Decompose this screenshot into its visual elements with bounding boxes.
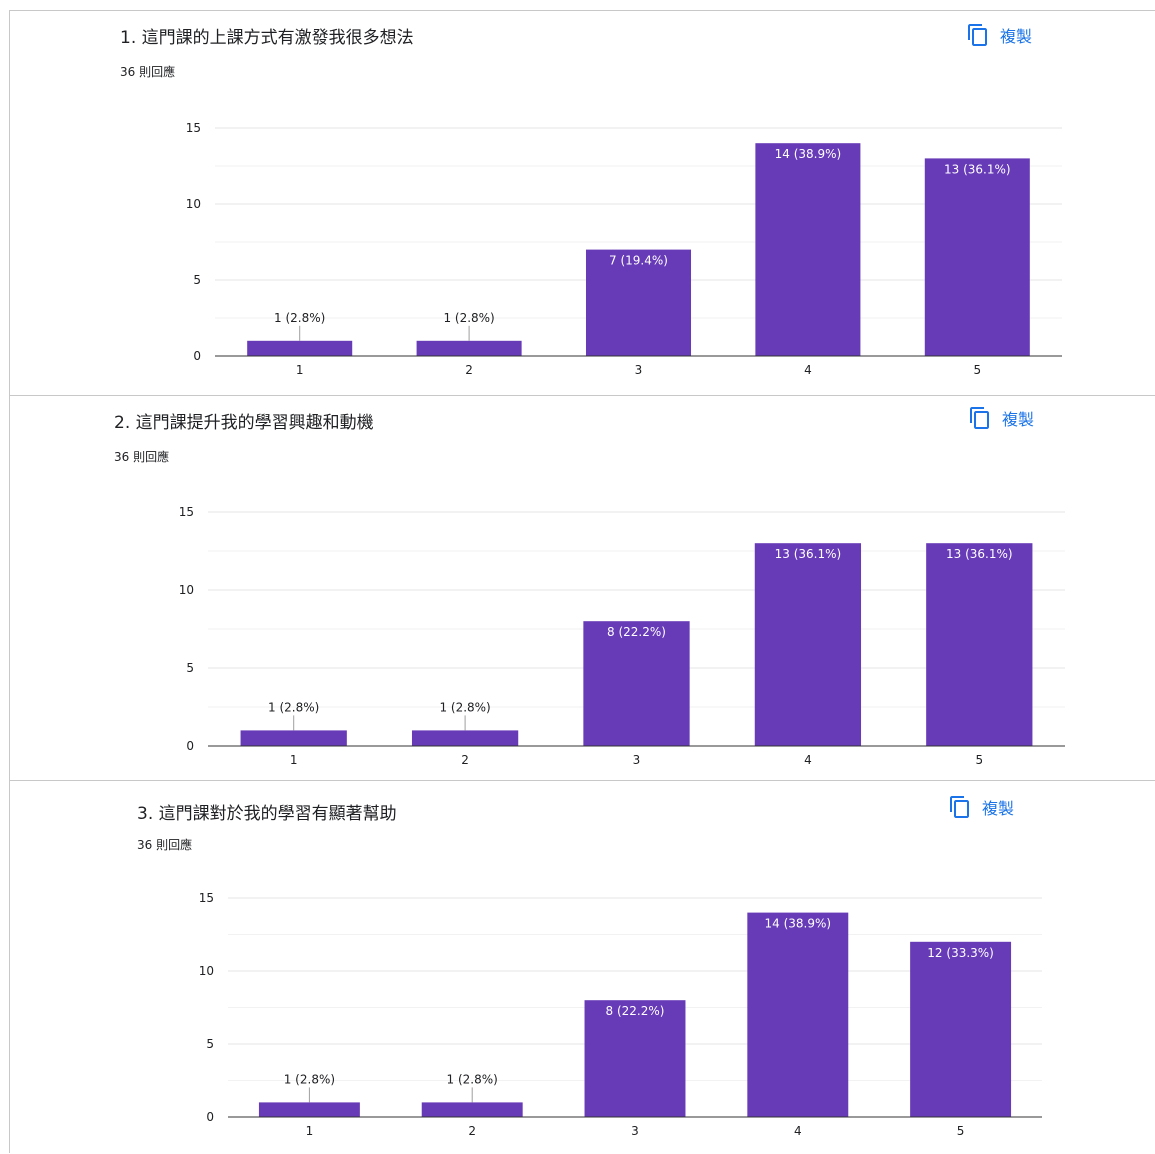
x-tick-label: 1 xyxy=(296,363,304,377)
response-count: 36 則回應 xyxy=(137,838,193,852)
data-label: 12 (33.3%) xyxy=(927,946,994,960)
bar xyxy=(924,158,1030,356)
y-tick-label: 10 xyxy=(199,964,214,978)
copy-icon xyxy=(968,406,992,430)
data-label: 8 (22.2%) xyxy=(607,625,666,639)
y-tick-label: 0 xyxy=(193,349,201,363)
y-tick-label: 5 xyxy=(193,273,201,287)
bar xyxy=(583,621,690,746)
bar xyxy=(416,340,522,356)
x-tick-label: 2 xyxy=(468,1124,476,1138)
data-label: 13 (36.1%) xyxy=(775,547,842,561)
copy-label: 複製 xyxy=(1002,410,1035,429)
data-label: 1 (2.8%) xyxy=(439,700,490,714)
bar xyxy=(755,143,861,356)
y-tick-label: 10 xyxy=(179,583,194,597)
x-tick-label: 5 xyxy=(975,753,983,767)
bar xyxy=(747,912,849,1117)
question-title: 3. 這門課對於我的學習有顯著幫助 xyxy=(137,804,397,824)
question-card-1: 1. 這門課的上課方式有激發我很多想法 36 則回應 複製 0 5 10 15 1 (2… xyxy=(9,10,1155,395)
data-label: 1 (2.8%) xyxy=(447,1072,498,1086)
bar xyxy=(411,730,519,746)
question-title: 1. 這門課的上課方式有激發我很多想法 xyxy=(120,28,414,48)
bar xyxy=(910,941,1012,1117)
data-label: 13 (36.1%) xyxy=(944,162,1011,176)
data-label: 7 (19.4%) xyxy=(609,254,668,268)
data-label: 14 (38.9%) xyxy=(765,917,832,931)
bar xyxy=(247,340,353,356)
bar-chart: 0 5 10 15 1 (2.8%) 1 1 (2.8%) 2 7 (19.4%) 3 14 (38… xyxy=(186,121,1062,377)
x-tick-label: 4 xyxy=(804,753,812,767)
bar xyxy=(421,1102,523,1117)
y-tick-label: 5 xyxy=(206,1037,214,1051)
x-tick-label: 3 xyxy=(633,753,641,767)
x-tick-label: 1 xyxy=(290,753,298,767)
copy-icon xyxy=(948,795,972,819)
copy-button[interactable]: 複製 xyxy=(966,23,1032,47)
bar xyxy=(754,543,862,746)
bar xyxy=(926,543,1033,746)
x-tick-label: 2 xyxy=(465,363,473,377)
copy-button[interactable]: 複製 xyxy=(948,795,1014,819)
copy-button[interactable]: 複製 xyxy=(968,406,1034,430)
question-card-3: 3. 這門課對於我的學習有顯著幫助 36 則回應 複製 0 5 10 15 1 (2.8… xyxy=(9,780,1155,1153)
response-count: 36 則回應 xyxy=(114,450,170,464)
copy-label: 複製 xyxy=(1000,27,1033,46)
y-tick-label: 15 xyxy=(199,891,214,905)
data-label: 1 (2.8%) xyxy=(274,311,325,325)
question-title: 2. 這門課提升我的學習興趣和動機 xyxy=(114,413,374,433)
x-tick-label: 1 xyxy=(306,1124,314,1138)
x-tick-label: 3 xyxy=(631,1124,639,1138)
x-tick-label: 4 xyxy=(794,1124,802,1138)
data-label: 8 (22.2%) xyxy=(606,1004,665,1018)
y-tick-label: 0 xyxy=(206,1110,214,1124)
x-tick-label: 2 xyxy=(461,753,469,767)
data-label: 13 (36.1%) xyxy=(946,547,1013,561)
copy-icon xyxy=(966,23,990,47)
y-tick-label: 0 xyxy=(186,739,194,753)
bar-chart: 0 5 10 15 1 (2.8%) 1 1 (2.8%) 2 8 (22.2%) 3 13 (36… xyxy=(179,505,1065,767)
bar xyxy=(240,730,347,746)
y-tick-label: 15 xyxy=(186,121,201,135)
y-tick-label: 5 xyxy=(186,661,194,675)
bar xyxy=(258,1102,360,1117)
y-tick-label: 15 xyxy=(179,505,194,519)
data-label: 1 (2.8%) xyxy=(268,700,319,714)
x-tick-label: 5 xyxy=(957,1124,965,1138)
x-tick-label: 4 xyxy=(804,363,812,377)
question-card-2: 2. 這門課提升我的學習興趣和動機 36 則回應 複製 0 5 10 15 1 (2.8… xyxy=(9,395,1155,780)
data-label: 1 (2.8%) xyxy=(443,311,494,325)
data-label: 1 (2.8%) xyxy=(284,1072,335,1086)
bar-chart: 0 5 10 15 1 (2.8%) 1 1 (2.8%) 2 8 (22.2%) 3 14 (38… xyxy=(199,891,1042,1138)
copy-label: 複製 xyxy=(982,799,1015,818)
y-tick-label: 10 xyxy=(186,197,201,211)
bar xyxy=(584,1000,686,1117)
bar xyxy=(585,249,692,356)
response-count: 36 則回應 xyxy=(120,65,176,79)
x-tick-label: 3 xyxy=(635,363,643,377)
x-tick-label: 5 xyxy=(973,363,981,377)
data-label: 14 (38.9%) xyxy=(775,147,842,161)
